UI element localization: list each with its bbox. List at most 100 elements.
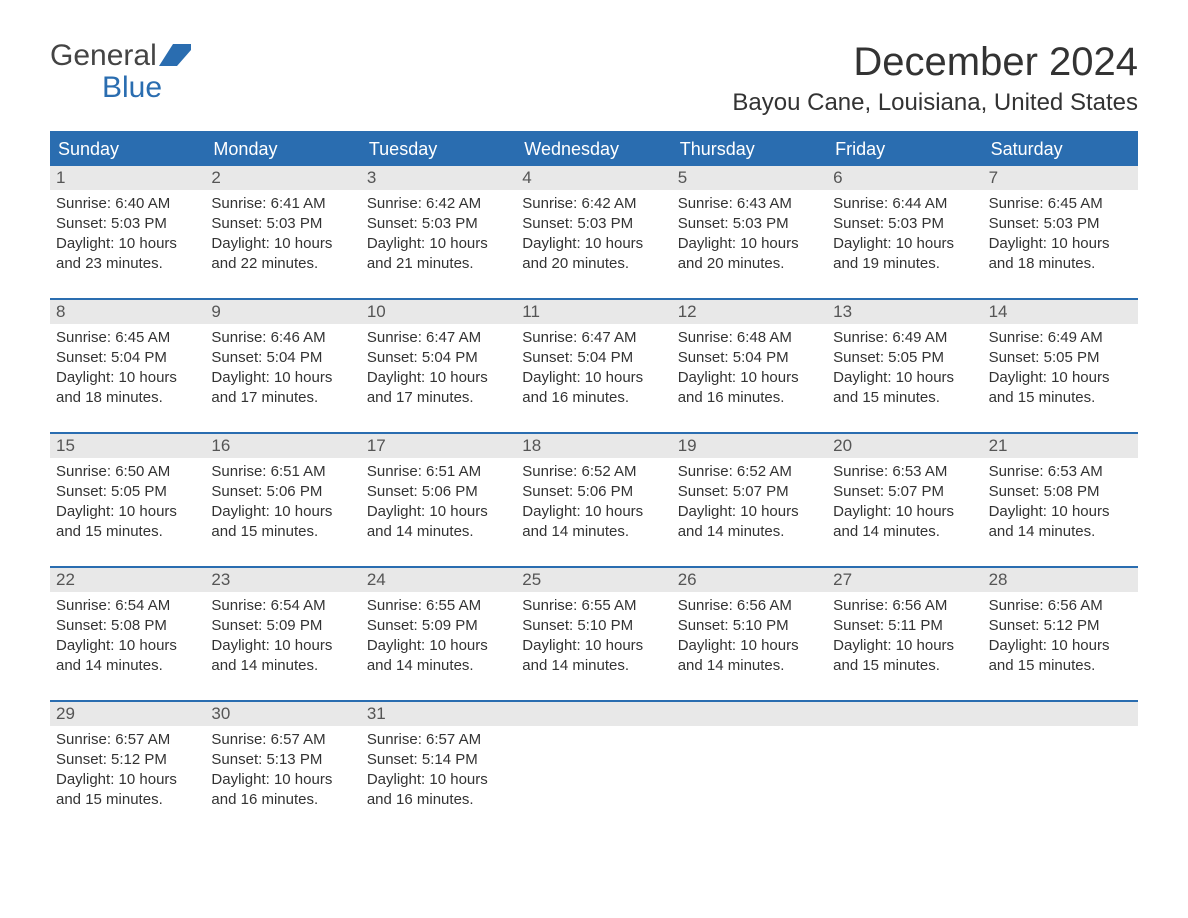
sunset-text: Sunset: 5:12 PM xyxy=(989,616,1132,636)
day-cell: 8Sunrise: 6:45 AMSunset: 5:04 PMDaylight… xyxy=(50,300,205,432)
day-header: Monday xyxy=(205,133,360,166)
day-header: Friday xyxy=(827,133,982,166)
day-number: 25 xyxy=(516,568,671,592)
sunset-text: Sunset: 5:05 PM xyxy=(989,348,1132,368)
day-number: 24 xyxy=(361,568,516,592)
sunset-text: Sunset: 5:04 PM xyxy=(678,348,821,368)
day-number: 22 xyxy=(50,568,205,592)
empty-day-header xyxy=(516,702,671,726)
day-cell: 9Sunrise: 6:46 AMSunset: 5:04 PMDaylight… xyxy=(205,300,360,432)
day-body: Sunrise: 6:56 AMSunset: 5:12 PMDaylight:… xyxy=(983,592,1138,685)
daylight-text: Daylight: 10 hours and 16 minutes. xyxy=(367,770,510,810)
day-cell: 3Sunrise: 6:42 AMSunset: 5:03 PMDaylight… xyxy=(361,166,516,298)
sunrise-text: Sunrise: 6:52 AM xyxy=(522,462,665,482)
sunrise-text: Sunrise: 6:45 AM xyxy=(989,194,1132,214)
day-number: 2 xyxy=(205,166,360,190)
sunrise-text: Sunrise: 6:42 AM xyxy=(522,194,665,214)
day-body: Sunrise: 6:55 AMSunset: 5:10 PMDaylight:… xyxy=(516,592,671,685)
day-number: 12 xyxy=(672,300,827,324)
day-header: Saturday xyxy=(983,133,1138,166)
day-body: Sunrise: 6:45 AMSunset: 5:03 PMDaylight:… xyxy=(983,190,1138,283)
daylight-text: Daylight: 10 hours and 15 minutes. xyxy=(56,770,199,810)
day-body: Sunrise: 6:43 AMSunset: 5:03 PMDaylight:… xyxy=(672,190,827,283)
day-cell: 10Sunrise: 6:47 AMSunset: 5:04 PMDayligh… xyxy=(361,300,516,432)
sunset-text: Sunset: 5:10 PM xyxy=(678,616,821,636)
sunrise-text: Sunrise: 6:57 AM xyxy=(211,730,354,750)
day-body: Sunrise: 6:50 AMSunset: 5:05 PMDaylight:… xyxy=(50,458,205,551)
daylight-text: Daylight: 10 hours and 18 minutes. xyxy=(56,368,199,408)
sunset-text: Sunset: 5:03 PM xyxy=(211,214,354,234)
daylight-text: Daylight: 10 hours and 18 minutes. xyxy=(989,234,1132,274)
daylight-text: Daylight: 10 hours and 14 minutes. xyxy=(56,636,199,676)
day-body: Sunrise: 6:45 AMSunset: 5:04 PMDaylight:… xyxy=(50,324,205,417)
sunrise-text: Sunrise: 6:51 AM xyxy=(367,462,510,482)
daylight-text: Daylight: 10 hours and 23 minutes. xyxy=(56,234,199,274)
sunrise-text: Sunrise: 6:57 AM xyxy=(367,730,510,750)
day-number: 1 xyxy=(50,166,205,190)
day-cell: 27Sunrise: 6:56 AMSunset: 5:11 PMDayligh… xyxy=(827,568,982,700)
sunset-text: Sunset: 5:03 PM xyxy=(522,214,665,234)
sunset-text: Sunset: 5:04 PM xyxy=(56,348,199,368)
sunrise-text: Sunrise: 6:56 AM xyxy=(989,596,1132,616)
day-number: 3 xyxy=(361,166,516,190)
day-body: Sunrise: 6:56 AMSunset: 5:10 PMDaylight:… xyxy=(672,592,827,685)
daylight-text: Daylight: 10 hours and 15 minutes. xyxy=(833,636,976,676)
daylight-text: Daylight: 10 hours and 17 minutes. xyxy=(211,368,354,408)
day-cell: 7Sunrise: 6:45 AMSunset: 5:03 PMDaylight… xyxy=(983,166,1138,298)
day-cell xyxy=(983,702,1138,834)
sunset-text: Sunset: 5:09 PM xyxy=(211,616,354,636)
logo-flag-icon xyxy=(159,44,191,66)
daylight-text: Daylight: 10 hours and 14 minutes. xyxy=(678,636,821,676)
daylight-text: Daylight: 10 hours and 14 minutes. xyxy=(833,502,976,542)
day-number: 5 xyxy=(672,166,827,190)
day-number: 8 xyxy=(50,300,205,324)
day-cell: 30Sunrise: 6:57 AMSunset: 5:13 PMDayligh… xyxy=(205,702,360,834)
day-cell: 22Sunrise: 6:54 AMSunset: 5:08 PMDayligh… xyxy=(50,568,205,700)
day-cell xyxy=(672,702,827,834)
sunrise-text: Sunrise: 6:53 AM xyxy=(989,462,1132,482)
day-body: Sunrise: 6:57 AMSunset: 5:14 PMDaylight:… xyxy=(361,726,516,819)
day-body: Sunrise: 6:54 AMSunset: 5:08 PMDaylight:… xyxy=(50,592,205,685)
day-number: 6 xyxy=(827,166,982,190)
daylight-text: Daylight: 10 hours and 14 minutes. xyxy=(367,636,510,676)
day-cell xyxy=(827,702,982,834)
day-number: 31 xyxy=(361,702,516,726)
day-number: 10 xyxy=(361,300,516,324)
day-body: Sunrise: 6:49 AMSunset: 5:05 PMDaylight:… xyxy=(827,324,982,417)
sunrise-text: Sunrise: 6:42 AM xyxy=(367,194,510,214)
sunset-text: Sunset: 5:06 PM xyxy=(522,482,665,502)
day-header: Wednesday xyxy=(516,133,671,166)
sunset-text: Sunset: 5:06 PM xyxy=(367,482,510,502)
daylight-text: Daylight: 10 hours and 14 minutes. xyxy=(367,502,510,542)
day-body: Sunrise: 6:42 AMSunset: 5:03 PMDaylight:… xyxy=(361,190,516,283)
sunset-text: Sunset: 5:03 PM xyxy=(678,214,821,234)
day-number: 27 xyxy=(827,568,982,592)
daylight-text: Daylight: 10 hours and 15 minutes. xyxy=(989,368,1132,408)
day-number: 9 xyxy=(205,300,360,324)
day-body: Sunrise: 6:57 AMSunset: 5:12 PMDaylight:… xyxy=(50,726,205,819)
day-number: 20 xyxy=(827,434,982,458)
day-cell: 31Sunrise: 6:57 AMSunset: 5:14 PMDayligh… xyxy=(361,702,516,834)
day-body: Sunrise: 6:46 AMSunset: 5:04 PMDaylight:… xyxy=(205,324,360,417)
sunset-text: Sunset: 5:09 PM xyxy=(367,616,510,636)
day-body: Sunrise: 6:51 AMSunset: 5:06 PMDaylight:… xyxy=(205,458,360,551)
sunset-text: Sunset: 5:08 PM xyxy=(989,482,1132,502)
day-number: 4 xyxy=(516,166,671,190)
day-body: Sunrise: 6:57 AMSunset: 5:13 PMDaylight:… xyxy=(205,726,360,819)
sunrise-text: Sunrise: 6:49 AM xyxy=(833,328,976,348)
sunrise-text: Sunrise: 6:47 AM xyxy=(367,328,510,348)
sunset-text: Sunset: 5:14 PM xyxy=(367,750,510,770)
day-cell: 12Sunrise: 6:48 AMSunset: 5:04 PMDayligh… xyxy=(672,300,827,432)
day-body: Sunrise: 6:51 AMSunset: 5:06 PMDaylight:… xyxy=(361,458,516,551)
sunrise-text: Sunrise: 6:44 AM xyxy=(833,194,976,214)
day-body: Sunrise: 6:52 AMSunset: 5:06 PMDaylight:… xyxy=(516,458,671,551)
sunset-text: Sunset: 5:04 PM xyxy=(522,348,665,368)
daylight-text: Daylight: 10 hours and 17 minutes. xyxy=(367,368,510,408)
sunrise-text: Sunrise: 6:52 AM xyxy=(678,462,821,482)
day-number: 23 xyxy=(205,568,360,592)
sunrise-text: Sunrise: 6:49 AM xyxy=(989,328,1132,348)
day-number: 14 xyxy=(983,300,1138,324)
day-cell xyxy=(516,702,671,834)
sunrise-text: Sunrise: 6:54 AM xyxy=(211,596,354,616)
empty-day-header xyxy=(672,702,827,726)
